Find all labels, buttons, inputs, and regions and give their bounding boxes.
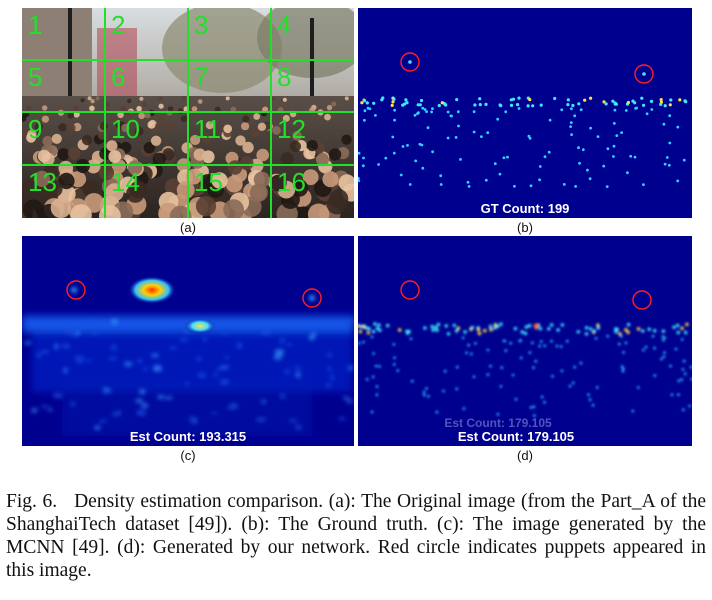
grid-cell-number: 13	[28, 167, 57, 197]
panel-c-mcnn-density: Est Count: 193.315	[22, 236, 354, 446]
grid-cell-number: 5	[28, 62, 42, 92]
grid-cell-number: 14	[111, 167, 140, 197]
grid-cell-number: 10	[111, 114, 140, 144]
density-background	[358, 8, 692, 218]
mcnn-count-text: Est Count: 193.315	[130, 429, 246, 444]
grid-cell-number: 15	[194, 167, 223, 197]
grid-cell-number: 8	[277, 62, 291, 92]
panel-c-label: (c)	[180, 448, 196, 463]
caption-text: Density estimation comparison. (a): The …	[6, 491, 706, 581]
panel-a-original-image: 1 2 3 4 5 6 7 8 9 10 11 12 13 14 15 16	[22, 8, 354, 218]
density-background	[358, 236, 692, 446]
figure-caption: Fig. 6. Density estimation comparison. (…	[6, 490, 706, 582]
grid-cell-number: 1	[28, 10, 42, 40]
ghost-count-text: Est Count: 179.105	[444, 416, 552, 430]
panel-a-label: (a)	[180, 220, 196, 235]
panel-b-ground-truth: GT Count: 199	[358, 8, 692, 218]
red-circle-right	[634, 64, 654, 84]
grid-cell-number: 6	[111, 62, 125, 92]
red-circle-left	[66, 280, 86, 300]
density-speckles	[24, 287, 354, 430]
grid-cell-number: 2	[111, 10, 125, 40]
panel-d-label: (d)	[517, 448, 533, 463]
grid-cell-number: 3	[194, 10, 208, 40]
grid-cell-number: 12	[277, 114, 306, 144]
figure-label: Fig. 6.	[6, 491, 58, 512]
grid-cell-number: 11	[194, 114, 221, 144]
panel-d-our-density: Est Count: 179.105 Est Count: 179.105	[358, 236, 692, 446]
grid-lines	[22, 8, 354, 218]
density-dots	[358, 60, 688, 189]
density-dots	[358, 322, 692, 417]
panel-b-label: (b)	[517, 220, 533, 235]
grid-cell-number: 4	[277, 10, 291, 40]
grid-cell-number: 16	[277, 167, 306, 197]
grid-cell-number: 9	[28, 114, 42, 144]
hotspot	[128, 276, 176, 304]
red-circle-left	[400, 280, 420, 300]
red-circle-right	[632, 290, 652, 310]
red-circle-left	[400, 52, 420, 72]
warm-spot	[184, 318, 216, 334]
grid-cell-number: 7	[194, 62, 208, 92]
gt-count-text: GT Count: 199	[481, 201, 570, 216]
our-count-text: Est Count: 179.105	[458, 429, 574, 444]
red-circle-right	[302, 288, 322, 308]
